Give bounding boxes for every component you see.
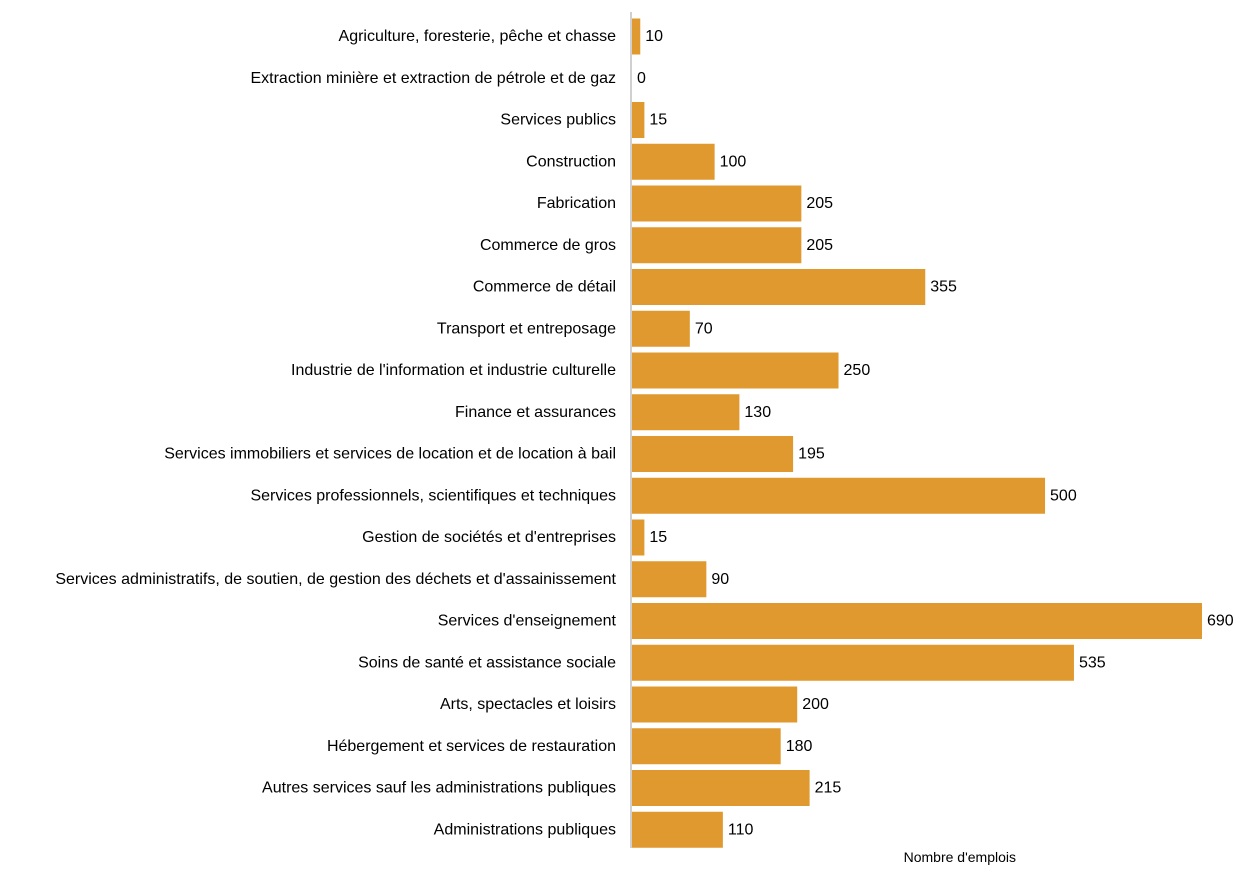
bar bbox=[632, 477, 1046, 514]
bar bbox=[632, 561, 707, 598]
bars-group bbox=[632, 18, 1202, 848]
value-label: 0 bbox=[637, 70, 646, 87]
value-label: 500 bbox=[1050, 487, 1077, 504]
category-label: Services publics bbox=[500, 112, 616, 129]
category-label: Hébergement et services de restauration bbox=[327, 738, 616, 755]
value-label: 110 bbox=[728, 821, 754, 838]
bar bbox=[632, 102, 645, 138]
category-label: Soins de santé et assistance sociale bbox=[358, 654, 616, 671]
bar bbox=[632, 143, 715, 180]
bar bbox=[632, 269, 926, 305]
value-label: 250 bbox=[844, 362, 871, 379]
category-label: Services professionnels, scientifiques e… bbox=[250, 487, 616, 504]
category-label: Services d'enseignement bbox=[438, 613, 617, 630]
category-label: Agriculture, foresterie, pêche et chasse bbox=[339, 28, 617, 45]
bar bbox=[632, 519, 645, 556]
value-label: 535 bbox=[1079, 654, 1106, 671]
bar bbox=[632, 18, 641, 55]
value-label: 205 bbox=[806, 237, 833, 254]
category-label: Arts, spectacles et loisirs bbox=[440, 696, 616, 713]
bar bbox=[632, 811, 723, 848]
value-label: 215 bbox=[815, 780, 842, 797]
category-labels-group: Agriculture, foresterie, pêche et chasse… bbox=[55, 28, 616, 838]
bar bbox=[632, 644, 1074, 681]
value-label: 355 bbox=[930, 279, 957, 296]
bar bbox=[632, 770, 810, 806]
category-label: Commerce de gros bbox=[480, 237, 616, 254]
bar bbox=[632, 603, 1202, 639]
bar bbox=[632, 394, 740, 431]
value-label: 100 bbox=[720, 153, 747, 170]
category-label: Extraction minière et extraction de pétr… bbox=[250, 70, 616, 87]
bar bbox=[632, 310, 690, 347]
category-label: Commerce de détail bbox=[473, 279, 616, 296]
value-label: 180 bbox=[786, 738, 813, 755]
category-label: Autres services sauf les administrations… bbox=[262, 780, 616, 797]
value-label: 690 bbox=[1207, 613, 1234, 630]
value-label: 70 bbox=[695, 320, 713, 337]
value-label: 205 bbox=[806, 195, 833, 212]
category-label: Finance et assurances bbox=[455, 404, 616, 421]
category-label: Gestion de sociétés et d'entreprises bbox=[362, 529, 616, 546]
bar bbox=[632, 352, 839, 389]
category-label: Administrations publiques bbox=[434, 821, 616, 838]
category-label: Transport et entreposage bbox=[437, 320, 616, 337]
bar bbox=[632, 728, 781, 765]
category-label: Fabrication bbox=[537, 195, 616, 212]
value-label: 130 bbox=[744, 404, 771, 421]
x-axis-title: Nombre d'emplois bbox=[904, 849, 1016, 865]
value-label: 200 bbox=[802, 696, 829, 713]
category-label: Services administratifs, de soutien, de … bbox=[55, 571, 616, 588]
bar bbox=[632, 686, 798, 723]
category-label: Industrie de l'information et industrie … bbox=[291, 362, 616, 379]
value-label: 15 bbox=[649, 112, 667, 129]
value-label: 10 bbox=[645, 28, 663, 45]
bar bbox=[632, 227, 802, 264]
value-label: 195 bbox=[798, 446, 825, 463]
value-labels-group: 1001510020520535570250130195500159069053… bbox=[637, 28, 1234, 838]
category-label: Construction bbox=[526, 153, 616, 170]
category-label: Services immobiliers et services de loca… bbox=[164, 446, 616, 463]
bar bbox=[632, 185, 802, 222]
value-label: 90 bbox=[711, 571, 729, 588]
value-label: 15 bbox=[649, 529, 667, 546]
bar bbox=[632, 436, 794, 472]
